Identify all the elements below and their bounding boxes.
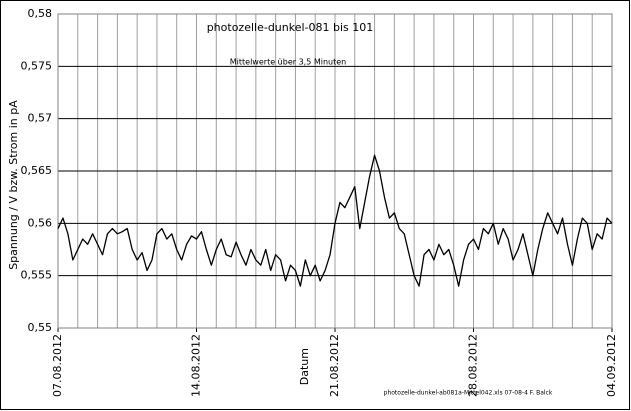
y-tick-label: 0,575 [21, 59, 53, 72]
y-tick-label: 0,565 [21, 164, 53, 177]
chart-title: photozelle-dunkel-081 bis 101 [207, 21, 374, 34]
chart-subtitle: Mittelwerte über 3,5 Minuten [230, 58, 346, 67]
data-line [57, 154, 613, 287]
x-tick-label: 21.08.2012 [328, 334, 341, 397]
x-tick-label: 14.08.2012 [190, 334, 203, 397]
y-tick-label: 0,57 [28, 112, 53, 125]
y-tick-label: 0,55 [28, 321, 53, 334]
y-tick-label: 0,58 [28, 7, 53, 20]
y-tick-label: 0,555 [21, 269, 53, 282]
x-tick-label: 07.08.2012 [51, 334, 64, 397]
plot-frame [57, 13, 613, 329]
x-tick-label: 04.09.2012 [605, 334, 618, 397]
y-tick-label: 0,56 [28, 216, 53, 229]
x-tick-label: 28.08.2012 [467, 334, 480, 397]
x-axis-label: Datum [298, 348, 311, 385]
footnote: photozelle-dunkel-ab081a-Mittel042.xls 0… [384, 390, 553, 397]
y-axis-label: Spannung / V bzw. Strom in pA [7, 100, 20, 270]
